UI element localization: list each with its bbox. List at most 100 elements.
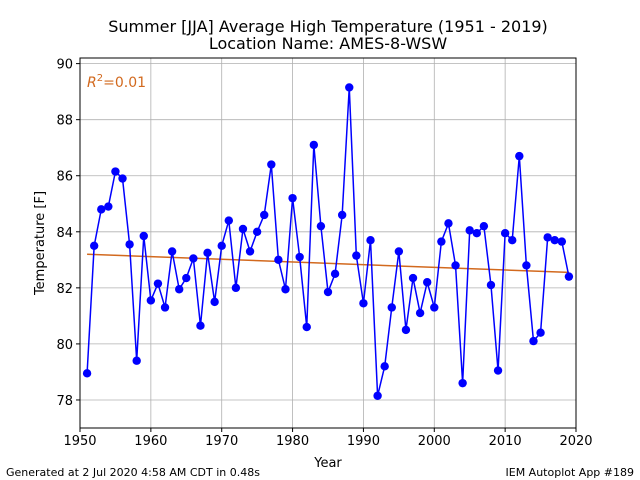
data-point [160, 303, 170, 312]
temperature-line [86, 87, 570, 396]
r-squared-symbol: R [87, 75, 97, 91]
data-point [380, 362, 389, 371]
data-point [82, 369, 92, 378]
data-point [345, 83, 354, 92]
data-point [217, 241, 226, 251]
footer-app-text: IEM Autoplot App #189 [506, 466, 635, 479]
data-point [465, 226, 474, 235]
data-point [97, 205, 106, 214]
data-point [515, 151, 524, 161]
data-point [486, 280, 496, 290]
data-point [458, 378, 467, 388]
data-point [437, 237, 446, 246]
data-point [210, 297, 219, 307]
data-point [401, 325, 411, 335]
data-point [423, 278, 432, 287]
x-tick-label: 2000 [418, 434, 451, 449]
x-axis-label: Year [313, 456, 342, 471]
data-point [203, 248, 212, 258]
x-tick-label: 1980 [276, 434, 309, 449]
axis-ticks: 1950 1960 1970 1980 1990 2000 2010 2020 78 80 82 84… [56, 58, 592, 449]
y-tick-label: 78 [56, 394, 73, 409]
data-point [167, 247, 177, 256]
data-point [366, 235, 375, 245]
data-point [281, 285, 290, 294]
data-point [132, 356, 141, 365]
y-tick-label: 82 [56, 282, 73, 297]
r-squared-value: =0.01 [103, 75, 146, 91]
data-point [252, 227, 262, 236]
y-tick-label: 88 [56, 114, 73, 129]
chart-subtitle: Location Name: AMES-8-WSW [209, 34, 448, 53]
data-point [104, 202, 113, 211]
data-point [309, 140, 319, 150]
data-point [118, 174, 127, 183]
data-point [224, 216, 233, 225]
data-point [337, 210, 347, 220]
trend-line [87, 253, 569, 274]
data-point [479, 221, 489, 231]
data-point [543, 233, 552, 242]
data-point [295, 252, 304, 262]
plot-frame [79, 57, 577, 429]
data-point [111, 167, 120, 176]
data-point [387, 303, 396, 312]
data-point [522, 261, 531, 270]
x-tick-label: 1960 [134, 434, 167, 449]
chart-title: Summer [JJA] Average High Temperature (1… [108, 17, 548, 36]
data-point [153, 279, 163, 288]
x-tick-label: 1990 [347, 434, 380, 449]
data-point [231, 283, 241, 293]
data-point [146, 296, 156, 305]
data-point [408, 273, 418, 283]
y-tick-label: 86 [56, 170, 73, 185]
data-point [267, 160, 276, 169]
data-point [245, 247, 255, 256]
data-point [125, 240, 134, 249]
data-point [536, 328, 545, 337]
data-point [557, 237, 567, 246]
r-squared-exponent: 2 [97, 73, 103, 84]
data-point [430, 303, 439, 312]
x-tick-label: 1950 [63, 434, 96, 449]
data-point [260, 210, 269, 220]
data-point [508, 235, 517, 245]
data-point [564, 272, 574, 281]
y-tick-label: 80 [56, 338, 73, 353]
data-point [330, 269, 340, 279]
series-layer [82, 83, 574, 400]
data-point [196, 321, 205, 330]
x-tick-label: 2010 [489, 434, 522, 449]
data-point [238, 224, 248, 234]
data-point [359, 299, 368, 308]
data-point [323, 287, 333, 297]
data-point [500, 228, 510, 238]
data-point [472, 228, 481, 238]
data-point [302, 322, 311, 332]
data-point [352, 251, 361, 260]
data-point [189, 254, 198, 263]
data-point [274, 255, 283, 265]
data-point [175, 285, 184, 294]
data-point [451, 261, 460, 270]
x-tick-label: 1970 [205, 434, 238, 449]
data-point [444, 219, 453, 228]
data-point [316, 221, 326, 231]
data-point [493, 366, 503, 375]
data-point [139, 231, 148, 241]
data-point [394, 247, 404, 256]
data-point [89, 241, 99, 251]
y-tick-label: 84 [56, 226, 73, 241]
data-point [373, 391, 382, 400]
x-tick-label: 2020 [559, 434, 592, 449]
data-point [529, 336, 538, 346]
footer-generated-text: Generated at 2 Jul 2020 4:58 AM CDT in 0… [6, 466, 260, 479]
y-axis-label: Temperature [F] [33, 191, 48, 296]
data-point [550, 235, 559, 245]
data-point [182, 273, 191, 283]
y-tick-label: 90 [56, 58, 73, 73]
data-point [288, 193, 297, 203]
r-squared-annotation: R2=0.01 [87, 73, 146, 91]
data-point [415, 308, 425, 318]
